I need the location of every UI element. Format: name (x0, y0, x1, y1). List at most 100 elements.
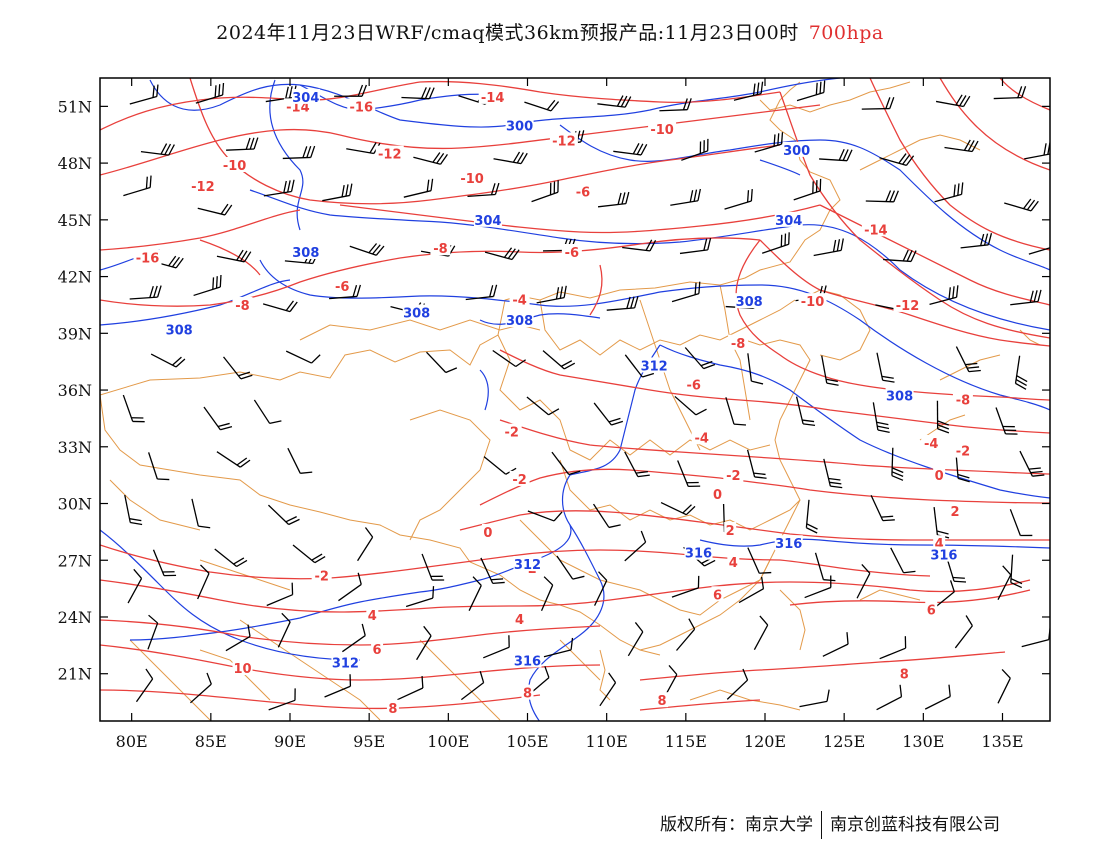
wind-barb (191, 498, 211, 529)
wind-barb (747, 547, 772, 574)
lat-label: 24N (58, 608, 92, 627)
contour-label: -2 (512, 473, 526, 488)
label-bg (505, 117, 534, 133)
contour-label: -8 (956, 394, 970, 409)
label-bg (929, 546, 958, 562)
wind-barb (268, 688, 296, 711)
contour-label: -2 (956, 445, 970, 460)
wind-barb (277, 612, 291, 648)
wind-barb (1014, 355, 1028, 390)
label-bg (232, 296, 253, 312)
label-bg (561, 243, 582, 259)
contour-label: -10 (801, 295, 825, 310)
wind-barb (1028, 247, 1050, 255)
wind-barb (726, 668, 749, 700)
lon-label: 95E (353, 732, 385, 751)
lat-label: 21N (58, 665, 92, 684)
label-bg (885, 387, 914, 403)
label-bg (481, 523, 494, 539)
wind-barb (671, 575, 700, 598)
contour-label: 0 (483, 526, 492, 541)
height-labels: 304 300 300 304 304 308 308 308 308 308 312 308 316 3… (165, 88, 958, 671)
wind-barb (870, 494, 895, 522)
contour-label: -8 (235, 299, 249, 314)
wind-barb (123, 175, 152, 197)
wind-barb (152, 549, 177, 577)
label-bg (478, 88, 507, 104)
wind-barb (492, 349, 527, 368)
contour-label: 0 (713, 488, 722, 503)
wind-barb (197, 203, 233, 216)
label-bg (458, 170, 487, 186)
lon-label: 125E (823, 732, 865, 751)
wind-barb (129, 84, 159, 105)
label-bg (711, 486, 724, 502)
wind-barb (147, 614, 159, 650)
lat-label: 36N (58, 381, 92, 400)
wind-barb (127, 568, 143, 604)
wind-barb (805, 499, 818, 534)
wind-barb (193, 274, 222, 297)
wind-barb (597, 95, 632, 108)
label-bg (509, 291, 530, 307)
wind-barb (493, 151, 528, 165)
contour-label: 308 (886, 390, 913, 405)
wind-barb (761, 232, 790, 254)
wind-barb (679, 238, 712, 255)
label-bg (952, 391, 973, 407)
temperature-contours (100, 78, 1050, 711)
wind-barb (876, 352, 895, 383)
wind-barb (405, 586, 435, 608)
wind-barb (796, 80, 826, 102)
wind-barb (865, 190, 899, 203)
wind-barb (524, 99, 560, 112)
label-bg (375, 145, 404, 161)
lat-label: 51N (58, 97, 92, 116)
map-title: 2024年11月23日WRF/cmaq模式36km预报产品:11月23日00时 7… (0, 18, 1100, 45)
wind-barb (324, 674, 352, 698)
lon-label: 105E (506, 732, 548, 751)
label-bg (774, 211, 803, 227)
label-bg (925, 601, 938, 617)
contour-label: 308 (736, 295, 763, 310)
wind-barb (216, 451, 251, 468)
lon-label: 85E (195, 732, 227, 751)
label-bg (332, 278, 353, 294)
wind-barb (190, 672, 212, 704)
contour-label: 4 (368, 609, 377, 624)
wind-barb (733, 81, 764, 101)
label-bg (430, 240, 451, 256)
wind-barb (397, 675, 424, 701)
label-bg (656, 692, 669, 708)
label-bg (724, 521, 737, 537)
contour-label: 4 (729, 556, 738, 571)
lat-axis: 51N 48N 45N 42N 39N 36N 33N 30N 27N 24N 21N (58, 97, 1050, 684)
wind-barb (225, 624, 251, 652)
wind-barb (674, 395, 707, 416)
wind-barb (480, 557, 505, 584)
wind-barb (671, 281, 701, 303)
lat-label: 45N (58, 211, 92, 230)
label-bg (133, 249, 162, 265)
wind-barb (813, 238, 844, 257)
label-bg (371, 641, 384, 657)
contour-label: 316 (930, 549, 957, 564)
wind-barb (292, 544, 326, 564)
lat-label: 30N (58, 495, 92, 514)
label-bg (366, 607, 379, 623)
wind-barb (357, 527, 374, 562)
wind-barb (1019, 450, 1045, 477)
contour-label: 304 (474, 214, 501, 229)
wind-barb (872, 402, 890, 434)
contour-label: -16 (350, 100, 374, 115)
title-main: 2024年11月23日WRF/cmaq模式36km预报产品:11月23日00时 (216, 22, 799, 44)
wind-barb (995, 407, 1018, 435)
wind-barb (223, 356, 253, 380)
wind-barb (263, 179, 295, 197)
wind-barb (879, 153, 915, 166)
wind-barb (821, 355, 839, 386)
contour-label: 8 (523, 687, 532, 702)
wind-barb (593, 402, 624, 426)
lon-label: 100E (427, 732, 469, 751)
wind-barb (1010, 554, 1023, 589)
